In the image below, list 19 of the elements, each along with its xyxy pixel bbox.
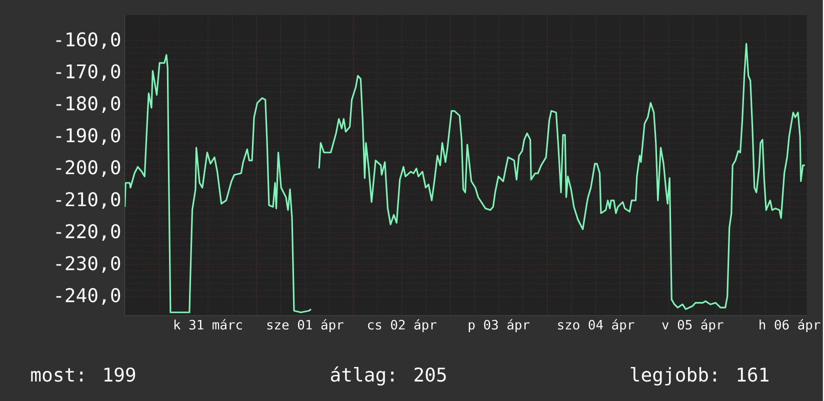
x-tick-label: sze 01 ápr <box>267 318 344 332</box>
y-tick-label: -220,0 <box>56 224 120 241</box>
y-tick-label: -210,0 <box>56 192 120 209</box>
text: átlag: 205 <box>330 366 446 386</box>
x-tick-label: k 31 márc <box>174 318 242 330</box>
text: most: 199 <box>31 367 136 382</box>
y-tick-label: -160,0 <box>56 32 120 49</box>
y-tick-label: -200,0 <box>56 160 120 177</box>
x-tick-label: p 03 ápr <box>468 318 530 332</box>
y-tick-label: -190,0 <box>56 128 120 145</box>
x-tick-label: v 05 ápr <box>662 318 724 332</box>
y-tick-label: -230,0 <box>56 256 120 273</box>
x-tick-label: cs 02 ápr <box>368 318 436 332</box>
y-tick-label: -180,0 <box>56 96 120 113</box>
x-tick-label: h 06 ápr <box>760 318 820 332</box>
text: legjobb: 161 <box>630 366 768 386</box>
x-tick-label: szo 04 ápr <box>558 318 634 332</box>
y-tick-label: -170,0 <box>56 64 120 81</box>
y-tick-label: -240,0 <box>56 288 120 305</box>
